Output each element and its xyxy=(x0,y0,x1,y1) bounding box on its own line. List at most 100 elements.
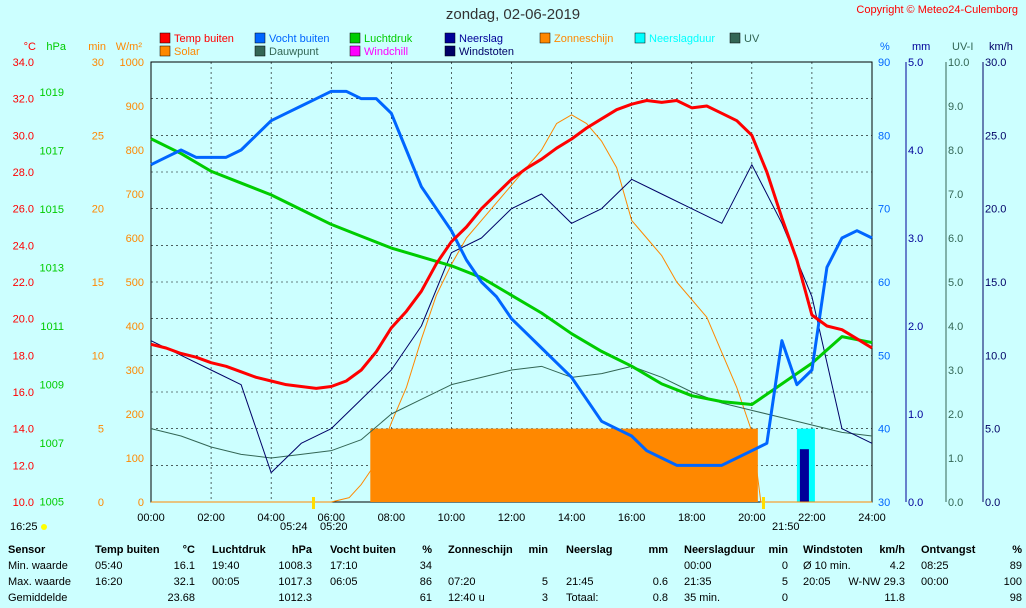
sunset-label: 21:50 xyxy=(772,521,800,533)
axis-tick-right: 5.0 xyxy=(985,424,1000,436)
axis-tick-right: 70 xyxy=(878,204,890,216)
legend-swatch xyxy=(634,32,646,44)
table-cell: Neerslag xyxy=(566,544,613,556)
legend-swatch xyxy=(159,45,171,57)
axis-tick-left: 0 xyxy=(98,497,104,509)
weather-chart: 00:00 02:00 04:00 06:00 08:00 10:00 12:00 14:00… xyxy=(10,32,1013,533)
axis-tick-left: 1005 xyxy=(40,497,64,509)
table-cell: Windstoten xyxy=(803,544,863,556)
rain-bar xyxy=(799,449,809,502)
axis-tick-left: 18.0 xyxy=(13,350,34,362)
table-cell: Min. waarde xyxy=(8,560,68,572)
table-cell: 16.1 xyxy=(173,560,195,572)
axis-unit-left: hPa xyxy=(46,41,66,53)
table-cell: Sensor xyxy=(8,544,46,556)
x-tick-label: 08:00 xyxy=(378,512,406,524)
x-tick-label: 06:00 xyxy=(317,512,345,524)
x-tick-label: 20:00 xyxy=(738,512,766,524)
axis-tick-left: 10 xyxy=(92,350,104,362)
table-cell: 23.68 xyxy=(167,592,195,604)
legend-swatch xyxy=(159,32,171,44)
axis-tick-left: 26.0 xyxy=(13,204,34,216)
table-cell: 0.8 xyxy=(652,592,668,604)
legend-swatch xyxy=(349,32,361,44)
axis-tick-right: 80 xyxy=(878,130,890,142)
table-cell: 1008.3 xyxy=(278,560,312,572)
chart-title: zondag, 02-06-2019 xyxy=(445,6,581,23)
axis-tick-left: 100 xyxy=(126,453,144,465)
axis-tick-left: 12.0 xyxy=(13,460,34,472)
axis-tick-right: 4.0 xyxy=(908,145,923,157)
table-cell: % xyxy=(422,544,432,556)
axis-tick-left: 15 xyxy=(92,277,104,289)
legend-label: Windstoten xyxy=(459,46,514,58)
legend-swatch xyxy=(349,45,361,57)
table-cell: 5 xyxy=(781,576,788,588)
x-tick-label: 16:00 xyxy=(618,512,646,524)
table-cell: 61 xyxy=(419,592,432,604)
table-cell: min xyxy=(528,544,548,556)
axis-tick-left: 25 xyxy=(92,130,104,142)
table-row: Gemiddelde 23.68 1012.3 61 12:40 u 3 Totaal: 0.… xyxy=(0,590,1026,606)
axis-unit-right: km/h xyxy=(989,41,1013,53)
table-cell: Gemiddelde xyxy=(8,592,68,604)
table-cell: 00:00 xyxy=(921,576,949,588)
table-cell: 19:40 xyxy=(212,560,240,572)
table-cell: 16:20 xyxy=(95,576,123,588)
axis-tick-left: 20.0 xyxy=(13,314,34,326)
table-cell: 5 xyxy=(541,576,548,588)
axis-tick-right: 4.0 xyxy=(948,321,963,333)
legend-label: Vocht buiten xyxy=(269,33,330,45)
axis-tick-right: 0.0 xyxy=(948,497,963,509)
x-tick-label: 18:00 xyxy=(678,512,706,524)
axis-tick-right: 10.0 xyxy=(948,57,969,69)
table-cell: W-NW 29.3 xyxy=(848,576,905,588)
table-cell: min xyxy=(768,544,788,556)
axis-unit-left: min xyxy=(88,41,106,53)
x-tick-label: 22:00 xyxy=(798,512,826,524)
legend-label: Neerslagduur xyxy=(649,33,715,45)
axis-tick-left: 0 xyxy=(138,497,144,509)
axis-tick-left: 30 xyxy=(92,57,104,69)
axis-tick-right: 40 xyxy=(878,424,890,436)
axis-tick-left: 14.0 xyxy=(13,424,34,436)
axis-tick-right: 20.0 xyxy=(985,204,1006,216)
table-cell: 1017.3 xyxy=(278,576,312,588)
humidity-line xyxy=(150,89,873,467)
axis-tick-right: 90 xyxy=(878,57,890,69)
legend-label: Windchill xyxy=(364,46,408,58)
table-cell: km/h xyxy=(879,544,905,556)
axis-unit-right: UV-I xyxy=(952,41,973,53)
table-row: Max. waarde 16:20 32.1 00:05 1017.3 06:05 86 07… xyxy=(0,574,1026,590)
table-cell: mm xyxy=(648,544,668,556)
axis-tick-left: 32.0 xyxy=(13,94,34,106)
table-cell: hPa xyxy=(291,544,312,556)
axis-tick-right: 9.0 xyxy=(948,101,963,113)
table-cell: 17:10 xyxy=(330,560,358,572)
axis-tick-left: 300 xyxy=(126,365,144,377)
pressure-line xyxy=(150,137,873,407)
axis-tick-right: 15.0 xyxy=(985,277,1006,289)
x-tick-label: 00:00 xyxy=(137,512,165,524)
axis-tick-right: 1.0 xyxy=(908,409,923,421)
table-cell: 35 min. xyxy=(684,592,721,604)
x-tick-label: 02:00 xyxy=(197,512,225,524)
axis-tick-right: 8.0 xyxy=(948,145,963,157)
axis-tick-right: 10.0 xyxy=(985,350,1006,362)
legend-swatch xyxy=(444,45,456,57)
stats-table: Sensor Temp buiten °C Luchtdruk hPa Vocht bui… xyxy=(0,538,1026,608)
axis-tick-left: 1015 xyxy=(40,204,64,216)
axis-tick-left: 600 xyxy=(126,233,144,245)
legend-label: Temp buiten xyxy=(174,33,234,45)
axis-tick-left: 1017 xyxy=(40,146,64,158)
table-cell: 12:40 u xyxy=(448,592,485,604)
axis-unit-right: mm xyxy=(912,41,930,53)
axis-tick-right: 60 xyxy=(878,277,890,289)
table-row: Min. waarde 05:40 16.1 19:40 1008.3 17:10 34 00… xyxy=(0,558,1026,574)
table-cell: 34 xyxy=(419,560,432,572)
axis-tick-left: 1011 xyxy=(40,321,64,333)
axis-tick-left: 800 xyxy=(126,145,144,157)
axis-tick-right: 2.0 xyxy=(948,409,963,421)
table-cell: 05:40 xyxy=(95,560,123,572)
table-cell: 06:05 xyxy=(330,576,358,588)
